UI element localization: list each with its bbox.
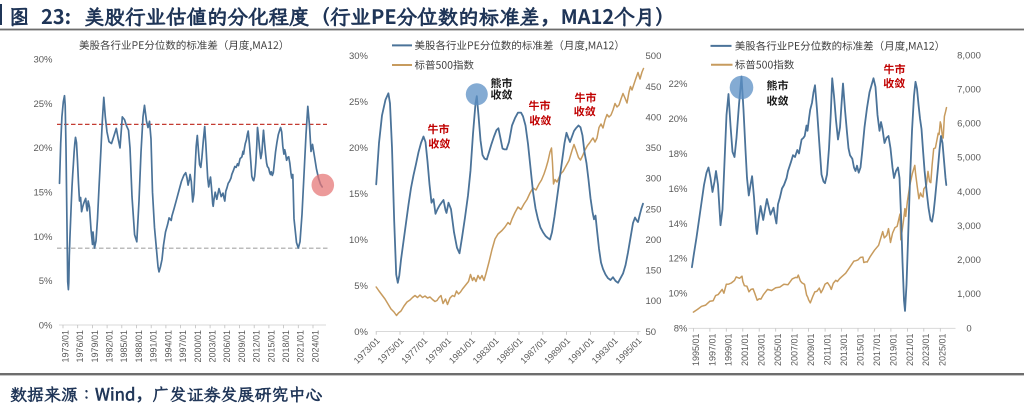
svg-text:25%: 25% [33, 99, 53, 110]
svg-text:10%: 10% [668, 289, 688, 300]
svg-text:20%: 20% [33, 143, 53, 154]
svg-text:2005/01: 2005/01 [773, 334, 783, 367]
svg-text:4,000: 4,000 [957, 187, 981, 198]
svg-text:1997/01: 1997/01 [707, 334, 717, 367]
svg-text:3,000: 3,000 [957, 221, 981, 232]
svg-text:1991/01: 1991/01 [149, 330, 159, 363]
svg-text:8,000: 8,000 [957, 50, 981, 61]
svg-text:5,000: 5,000 [957, 153, 981, 164]
svg-text:1994/01: 1994/01 [163, 330, 173, 363]
svg-text:450: 450 [646, 82, 662, 93]
svg-text:100: 100 [646, 296, 662, 307]
svg-text:12%: 12% [668, 254, 688, 265]
svg-text:1976/01: 1976/01 [75, 330, 85, 363]
svg-text:1,000: 1,000 [957, 289, 981, 300]
svg-text:2012/01: 2012/01 [252, 330, 262, 363]
svg-text:2024/01: 2024/01 [310, 330, 320, 363]
svg-text:8%: 8% [674, 324, 688, 335]
svg-text:1997/01: 1997/01 [178, 330, 188, 363]
svg-text:250: 250 [646, 204, 662, 215]
svg-text:1982/01: 1982/01 [104, 330, 114, 363]
svg-text:2015/01: 2015/01 [266, 330, 276, 363]
svg-text:22%: 22% [668, 79, 688, 90]
svg-text:2001/01: 2001/01 [740, 334, 750, 367]
svg-text:2000/01: 2000/01 [193, 330, 203, 363]
svg-text:20%: 20% [668, 114, 688, 125]
svg-text:2009/01: 2009/01 [237, 330, 247, 363]
svg-text:7,000: 7,000 [957, 84, 981, 95]
svg-text:400: 400 [646, 112, 662, 123]
svg-text:2025/01: 2025/01 [938, 334, 948, 367]
svg-text:2019/01: 2019/01 [888, 334, 898, 367]
svg-text:0%: 0% [39, 320, 53, 331]
svg-text:30%: 30% [349, 51, 369, 62]
svg-text:0%: 0% [354, 327, 368, 338]
svg-text:15%: 15% [349, 189, 369, 200]
svg-text:2023/01: 2023/01 [921, 334, 931, 367]
svg-text:2015/01: 2015/01 [855, 334, 865, 367]
svg-text:2,000: 2,000 [957, 255, 981, 266]
svg-text:14%: 14% [668, 219, 688, 230]
svg-text:5%: 5% [39, 276, 53, 287]
svg-text:16%: 16% [668, 184, 688, 195]
svg-text:2021/01: 2021/01 [905, 334, 915, 367]
svg-text:300: 300 [646, 174, 662, 185]
svg-text:6,000: 6,000 [957, 119, 981, 130]
svg-text:30%: 30% [33, 55, 53, 66]
svg-text:1995/01: 1995/01 [691, 334, 701, 367]
svg-text:5%: 5% [354, 281, 368, 292]
svg-text:25%: 25% [349, 97, 369, 108]
svg-text:2007/01: 2007/01 [790, 334, 800, 367]
svg-text:20%: 20% [349, 143, 369, 154]
svg-text:10%: 10% [33, 232, 53, 243]
svg-text:150: 150 [646, 266, 662, 277]
svg-text:1979/01: 1979/01 [90, 330, 100, 363]
svg-text:18%: 18% [668, 149, 688, 160]
svg-text:500: 500 [646, 51, 662, 62]
svg-text:1988/01: 1988/01 [134, 330, 144, 363]
svg-text:200: 200 [646, 235, 662, 246]
svg-text:50: 50 [646, 327, 657, 338]
svg-text:0: 0 [966, 323, 971, 334]
svg-text:2009/01: 2009/01 [806, 334, 816, 367]
svg-text:2003/01: 2003/01 [207, 330, 217, 363]
svg-text:10%: 10% [349, 235, 369, 246]
svg-text:1999/01: 1999/01 [724, 334, 734, 367]
svg-text:1973/01: 1973/01 [60, 330, 70, 363]
svg-text:2018/01: 2018/01 [281, 330, 291, 363]
svg-text:2003/01: 2003/01 [757, 334, 767, 367]
svg-text:350: 350 [646, 143, 662, 154]
svg-text:2006/01: 2006/01 [222, 330, 232, 363]
svg-text:2013/01: 2013/01 [839, 334, 849, 367]
svg-text:2021/01: 2021/01 [296, 330, 306, 363]
svg-text:2011/01: 2011/01 [822, 334, 832, 366]
svg-text:15%: 15% [33, 188, 53, 199]
svg-text:1985/01: 1985/01 [119, 330, 129, 363]
svg-text:2017/01: 2017/01 [872, 334, 882, 367]
